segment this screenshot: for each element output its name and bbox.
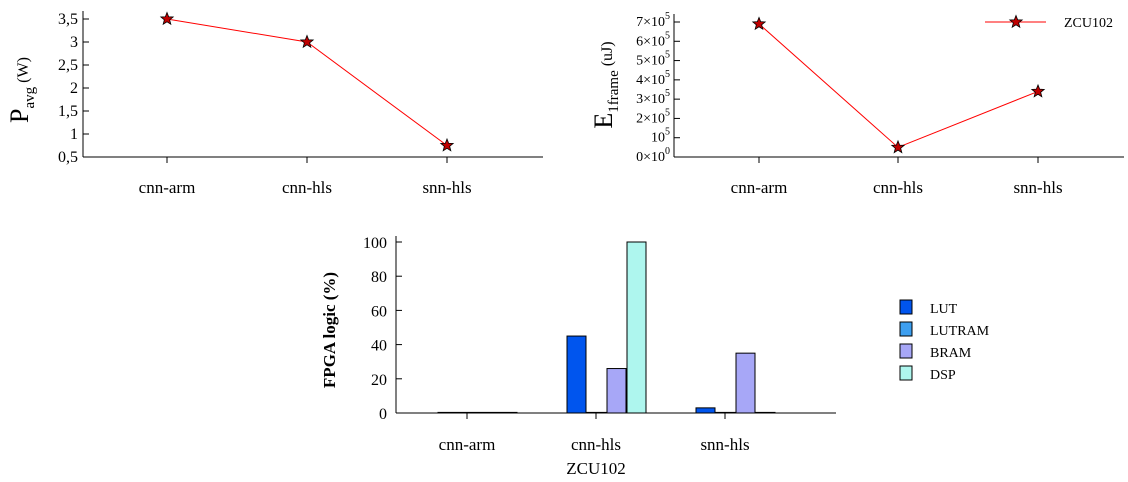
legend-swatch-lut <box>899 299 913 315</box>
bars-y-axis-label: FPGA logic (%) <box>320 272 339 388</box>
bar-dsp <box>626 241 647 414</box>
energy-ytick-label: 7×105 <box>636 11 670 30</box>
bars-ytick-label: 20 <box>371 372 387 389</box>
power-y-axis-label: Pavg (W) <box>5 57 38 123</box>
energy-xtick-label: cnn-arm <box>731 178 788 197</box>
bars-xtick-label: cnn-hls <box>571 435 621 454</box>
energy-ytick-label: 105 <box>651 127 670 146</box>
energy-y-axis-label: E1frame (uJ) <box>589 41 622 128</box>
power-ytick-label: 3,5 <box>58 11 78 28</box>
legend-swatch-dsp <box>899 365 913 381</box>
legend-star-marker <box>1008 14 1024 29</box>
bars-ytick-label: 0 <box>379 406 387 423</box>
legend-swatch-bram <box>899 343 913 359</box>
power-xtick-label: cnn-hls <box>282 178 332 197</box>
power-ytick-label: 0,5 <box>58 149 78 166</box>
energy-xtick-label: cnn-hls <box>873 178 923 197</box>
legend-label-lutram: LUTRAM <box>930 324 990 339</box>
bar-lutram <box>457 411 478 414</box>
energy-star-point <box>890 139 906 154</box>
energy-star-point <box>1030 83 1046 98</box>
power-ytick-label: 2 <box>70 80 78 97</box>
energy-series-line <box>758 23 1039 148</box>
bar-dsp <box>497 411 518 414</box>
power-ytick-label: 1 <box>70 126 78 143</box>
legend-swatch-lutram <box>899 321 913 337</box>
bars-xtick-label: cnn-arm <box>439 435 496 454</box>
power-star-point <box>159 11 175 26</box>
avg-power-chart: 0,5 1 1,5 2 2,5 3 3,5 cnn-arm cnn-hls snn-hls Pavg… <box>5 11 543 197</box>
energy-star-point <box>751 16 767 31</box>
power-ytick-label: 2,5 <box>58 57 78 74</box>
bar-lut <box>566 335 587 414</box>
power-star-point <box>299 34 315 49</box>
bar-lutram <box>715 411 736 414</box>
bar-lut <box>437 411 458 414</box>
legend-label-dsp: DSP <box>930 368 956 383</box>
power-star-point <box>439 137 455 152</box>
bar-bram <box>606 368 627 414</box>
power-xtick-label: snn-hls <box>422 178 471 197</box>
energy-ytick-label: 3×105 <box>636 88 670 107</box>
bar-bram <box>477 411 498 414</box>
bars-ytick-label: 40 <box>371 338 387 355</box>
legend-label-bram: BRAM <box>930 346 972 361</box>
bars-ytick-label: 60 <box>371 303 387 320</box>
bar-lutram <box>586 411 607 414</box>
energy-ytick-label: 5×105 <box>636 50 670 69</box>
power-xtick-label: cnn-arm <box>139 178 196 197</box>
bars-x-axis-label: ZCU102 <box>566 459 626 478</box>
legend-label-lut: LUT <box>930 302 958 317</box>
fpga-logic-bar-chart: 0 20 40 60 80 100 cnn-arm cnn-hls snn-hls ZCU102 F… <box>320 235 990 478</box>
energy-ytick-label: 4×105 <box>636 69 670 88</box>
bars-ytick-label: 80 <box>371 269 387 286</box>
bar-bram <box>735 352 756 414</box>
bar-dsp <box>755 411 776 414</box>
energy-ytick-label: 6×105 <box>636 30 670 49</box>
bars-xtick-label: snn-hls <box>700 435 749 454</box>
power-ytick-label: 1,5 <box>58 103 78 120</box>
energy-ytick-label: 0×100 <box>636 146 670 165</box>
bars-ytick-label: 100 <box>363 235 387 252</box>
legend-label-zcu102: ZCU102 <box>1064 16 1113 31</box>
energy-ytick-label: 2×105 <box>636 107 670 126</box>
bar-lut <box>695 407 716 414</box>
power-ytick-label: 3 <box>70 34 78 51</box>
energy-xtick-label: snn-hls <box>1013 178 1062 197</box>
